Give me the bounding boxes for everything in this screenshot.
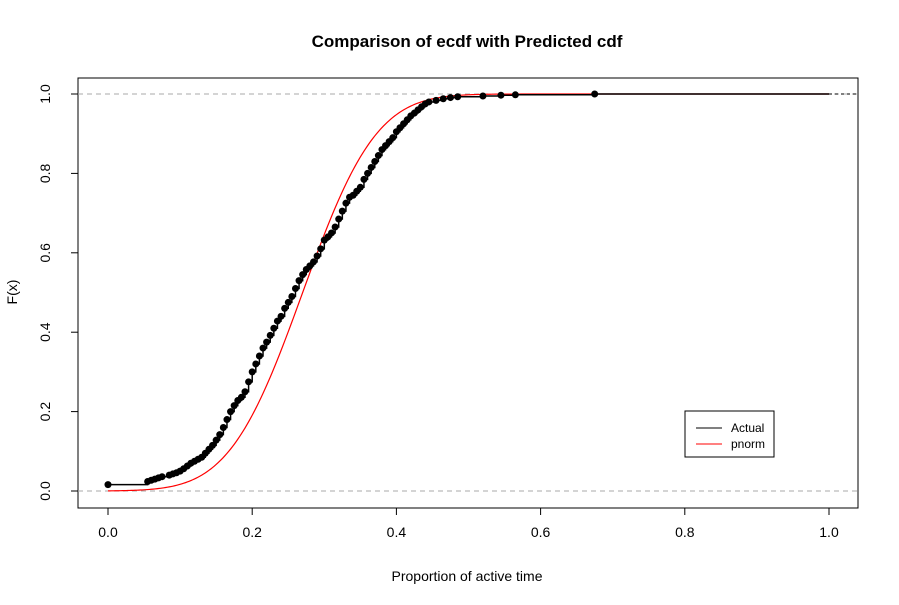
actual-point xyxy=(511,91,519,99)
legend-label-actual: Actual xyxy=(731,421,764,435)
legend-label-pnorm: pnorm xyxy=(731,437,765,451)
actual-point xyxy=(273,317,281,325)
actual-point xyxy=(227,408,235,416)
y-tick-label: 0.2 xyxy=(37,402,53,422)
x-tick-label: 0.4 xyxy=(387,524,407,540)
actual-point xyxy=(364,169,372,177)
actual-point xyxy=(266,331,274,339)
y-tick-label: 0.4 xyxy=(37,322,53,342)
actual-point xyxy=(263,338,271,346)
actual-point xyxy=(432,96,440,104)
actual-point xyxy=(335,215,343,223)
actual-point xyxy=(479,92,487,100)
actual-point xyxy=(454,93,462,101)
x-tick-label: 0.6 xyxy=(531,524,551,540)
actual-point xyxy=(338,207,346,215)
x-tick-label: 0.0 xyxy=(98,524,118,540)
actual-point xyxy=(299,271,307,279)
actual-point xyxy=(389,134,397,142)
x-tick-label: 0.2 xyxy=(242,524,262,540)
actual-point xyxy=(219,423,227,431)
actual-point xyxy=(342,199,350,207)
y-tick-label: 0.8 xyxy=(37,163,53,183)
actual-point xyxy=(104,481,112,489)
actual-point xyxy=(288,292,296,300)
actual-point xyxy=(270,324,278,332)
x-tick-label: 1.0 xyxy=(819,524,839,540)
actual-point xyxy=(241,388,249,396)
legend-box xyxy=(684,410,775,458)
actual-point xyxy=(374,152,382,160)
actual-point xyxy=(309,258,317,266)
actual-point xyxy=(259,344,267,352)
actual-point xyxy=(497,91,505,99)
actual-point xyxy=(328,229,336,237)
actual-point xyxy=(237,393,245,401)
legend: Actual pnorm xyxy=(684,410,775,458)
chart-title: Comparison of ecdf with Predicted cdf xyxy=(312,32,623,51)
actual-point xyxy=(158,473,166,481)
actual-point xyxy=(212,436,220,444)
actual-point xyxy=(281,304,289,312)
actual-point xyxy=(371,157,379,165)
plot-frame xyxy=(77,77,859,509)
actual-point xyxy=(284,298,292,306)
y-axis-label: F(x) xyxy=(4,280,20,305)
y-tick-label: 1.0 xyxy=(37,84,53,104)
actual-point xyxy=(360,175,368,183)
actual-point xyxy=(252,360,260,368)
actual-point xyxy=(223,416,231,424)
actual-point xyxy=(591,90,599,98)
actual-point xyxy=(230,402,238,410)
actual-point xyxy=(317,245,325,253)
actual-point xyxy=(439,95,447,103)
actual-point xyxy=(248,368,256,376)
actual-series xyxy=(104,90,858,489)
x-axis: 0.0 0.2 0.4 0.6 0.8 1.0 xyxy=(98,508,839,540)
actual-point xyxy=(291,285,299,293)
actual-point xyxy=(356,183,364,191)
actual-point xyxy=(216,431,224,439)
actual-point xyxy=(446,94,454,102)
actual-point xyxy=(209,441,217,449)
x-tick-label: 0.8 xyxy=(675,524,695,540)
y-tick-label: 0.0 xyxy=(37,481,53,501)
y-axis: 0.0 0.2 0.4 0.6 0.8 1.0 xyxy=(37,84,78,501)
actual-point xyxy=(277,312,285,320)
actual-point xyxy=(313,252,321,260)
y-tick-label: 0.6 xyxy=(37,243,53,263)
actual-point xyxy=(245,378,253,386)
actual-point xyxy=(331,223,339,231)
actual-point xyxy=(255,352,263,360)
x-axis-label: Proportion of active time xyxy=(392,568,543,584)
actual-point xyxy=(367,163,375,171)
actual-point xyxy=(295,277,303,285)
actual-point xyxy=(425,98,433,106)
